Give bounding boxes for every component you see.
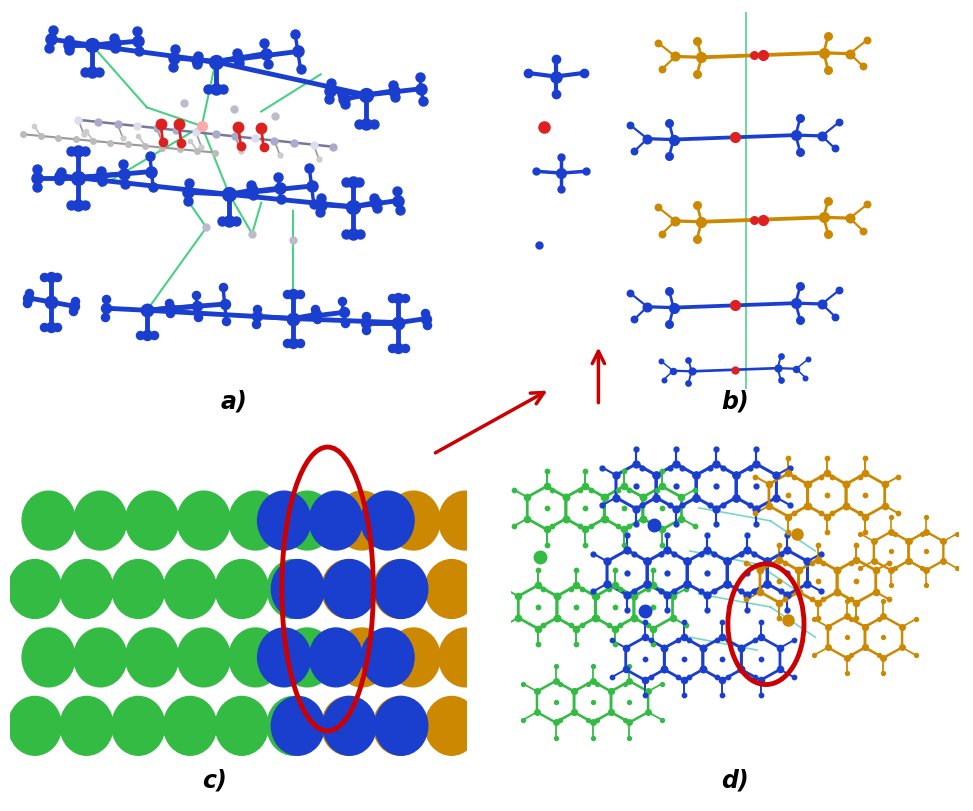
Circle shape bbox=[9, 697, 61, 755]
Circle shape bbox=[322, 697, 375, 755]
Circle shape bbox=[490, 628, 544, 687]
Circle shape bbox=[374, 697, 426, 755]
Circle shape bbox=[387, 628, 440, 687]
Circle shape bbox=[60, 560, 113, 619]
Circle shape bbox=[177, 491, 231, 550]
Circle shape bbox=[22, 491, 75, 550]
Circle shape bbox=[267, 697, 320, 755]
Circle shape bbox=[323, 697, 377, 755]
Circle shape bbox=[361, 628, 414, 687]
Circle shape bbox=[9, 560, 61, 619]
Circle shape bbox=[375, 560, 428, 619]
Circle shape bbox=[163, 697, 217, 755]
Circle shape bbox=[126, 491, 179, 550]
Circle shape bbox=[322, 560, 375, 619]
Circle shape bbox=[280, 491, 334, 550]
Circle shape bbox=[112, 697, 164, 755]
Circle shape bbox=[425, 560, 478, 619]
Circle shape bbox=[280, 628, 334, 687]
Circle shape bbox=[258, 491, 310, 550]
Circle shape bbox=[229, 491, 282, 550]
Circle shape bbox=[477, 697, 530, 755]
Circle shape bbox=[177, 628, 231, 687]
Circle shape bbox=[271, 697, 324, 755]
Circle shape bbox=[112, 560, 164, 619]
Text: b): b) bbox=[721, 389, 748, 414]
Circle shape bbox=[375, 697, 428, 755]
Circle shape bbox=[528, 560, 582, 619]
Circle shape bbox=[271, 560, 324, 619]
Circle shape bbox=[309, 628, 362, 687]
Circle shape bbox=[490, 491, 544, 550]
Text: c): c) bbox=[201, 768, 227, 792]
Circle shape bbox=[126, 628, 179, 687]
Circle shape bbox=[361, 491, 414, 550]
Circle shape bbox=[425, 697, 478, 755]
Circle shape bbox=[309, 491, 362, 550]
Circle shape bbox=[74, 628, 126, 687]
Text: a): a) bbox=[220, 389, 247, 414]
Circle shape bbox=[60, 697, 113, 755]
Circle shape bbox=[215, 697, 269, 755]
Circle shape bbox=[229, 628, 282, 687]
Circle shape bbox=[267, 560, 320, 619]
Circle shape bbox=[22, 628, 75, 687]
Circle shape bbox=[542, 491, 595, 550]
Circle shape bbox=[336, 628, 388, 687]
Circle shape bbox=[439, 491, 491, 550]
Text: d): d) bbox=[721, 768, 748, 792]
Circle shape bbox=[336, 491, 388, 550]
Circle shape bbox=[439, 628, 491, 687]
Circle shape bbox=[323, 560, 377, 619]
Circle shape bbox=[387, 491, 440, 550]
Circle shape bbox=[258, 628, 310, 687]
Circle shape bbox=[477, 560, 530, 619]
Circle shape bbox=[74, 491, 126, 550]
Circle shape bbox=[542, 628, 595, 687]
Circle shape bbox=[528, 697, 582, 755]
Circle shape bbox=[215, 560, 269, 619]
Circle shape bbox=[374, 560, 426, 619]
Circle shape bbox=[163, 560, 217, 619]
